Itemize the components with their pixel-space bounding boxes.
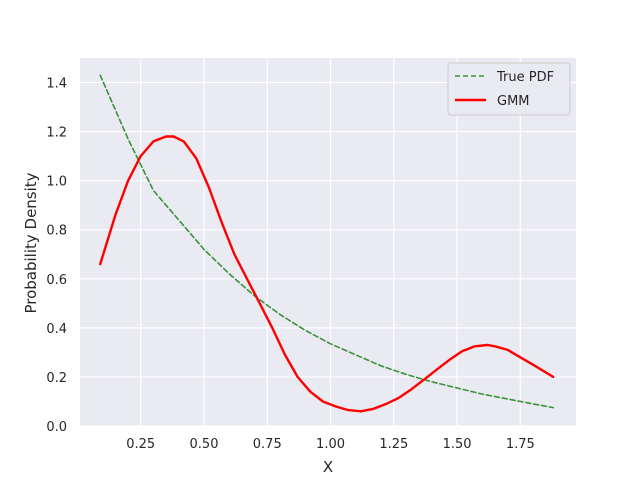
y-tick-label: 0.2 [46, 371, 67, 386]
x-axis-label: X [323, 458, 333, 476]
y-tick-label: 0.0 [46, 420, 67, 435]
series-layer [98, 74, 555, 413]
y-axis-label: Probability Density [22, 172, 40, 313]
x-tick-label: 0.50 [190, 437, 219, 452]
x-tick-label: 0.75 [253, 437, 282, 452]
x-tick-label: 1.75 [506, 437, 535, 452]
x-tick-labels: 0.25 0.50 0.75 1.00 1.25 1.50 1.75 [126, 437, 535, 452]
gmm-line [98, 135, 555, 413]
x-tick-label: 0.25 [126, 437, 155, 452]
legend-gmm-label: GMM [497, 94, 530, 109]
y-tick-label: 0.4 [46, 322, 67, 337]
legend-true-pdf-label: True PDF [496, 70, 554, 85]
x-tick-label: 1.00 [316, 437, 345, 452]
legend-box [447, 62, 571, 116]
legend: True PDF GMM [447, 62, 571, 116]
x-tick-label: 1.25 [379, 437, 408, 452]
true-pdf-line [99, 74, 555, 409]
y-tick-label: 1.0 [46, 175, 67, 190]
grid [80, 58, 576, 427]
y-tick-label: 0.6 [46, 273, 67, 288]
y-tick-label: 1.4 [46, 77, 67, 92]
y-tick-label: 1.2 [46, 126, 67, 141]
y-tick-labels: 0.0 0.2 0.4 0.6 0.8 1.0 1.2 1.4 [46, 77, 67, 435]
x-tick-label: 1.50 [443, 437, 472, 452]
plot-background [80, 58, 576, 426]
y-tick-label: 0.8 [46, 224, 67, 239]
